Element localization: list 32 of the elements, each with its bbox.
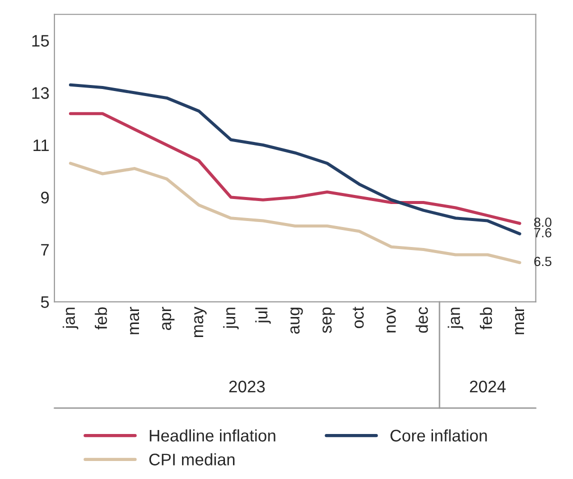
y-tick-label: 15 — [32, 35, 49, 47]
y-tick-label: 9 — [41, 192, 49, 204]
line-series — [68, 112, 522, 225]
line-series — [68, 162, 522, 264]
x-tick-label: aug — [290, 308, 303, 334]
x-tick-label: mar — [515, 306, 524, 334]
data-label: 8.0 — [534, 218, 552, 227]
y-tick-label: 11 — [34, 140, 49, 152]
x-tick-label: sep — [322, 307, 335, 334]
text: 2023 — [229, 380, 265, 392]
legend-label: Core inflation — [390, 429, 487, 442]
y-tick-label: 13 — [32, 87, 49, 99]
data-label: 7.6 — [534, 228, 552, 238]
x-tick-label: jun — [223, 308, 239, 330]
legend-label: CPI median — [149, 453, 234, 466]
legend-label: Headline inflation — [150, 429, 276, 442]
x-tick-label: oct — [352, 306, 364, 328]
y-tick-label: 5 — [40, 296, 49, 308]
x-tick-label: jan — [62, 308, 78, 330]
x-tick-label: mar — [130, 306, 140, 334]
data-label: 6.5 — [534, 256, 552, 266]
x-tick-label: nov — [386, 306, 396, 332]
x-tick-label: jul — [255, 308, 271, 324]
x-tick-label: jan — [448, 308, 464, 330]
x-tick-label: may — [194, 306, 207, 338]
x-tick-label: dec — [416, 307, 428, 333]
text: 2024 — [470, 380, 506, 392]
x-tick-label: feb — [94, 307, 108, 330]
y-tick-label: 7 — [41, 244, 49, 256]
x-tick-label: apr — [162, 306, 175, 330]
line-series — [68, 83, 522, 236]
x-tick-label: feb — [480, 307, 492, 330]
